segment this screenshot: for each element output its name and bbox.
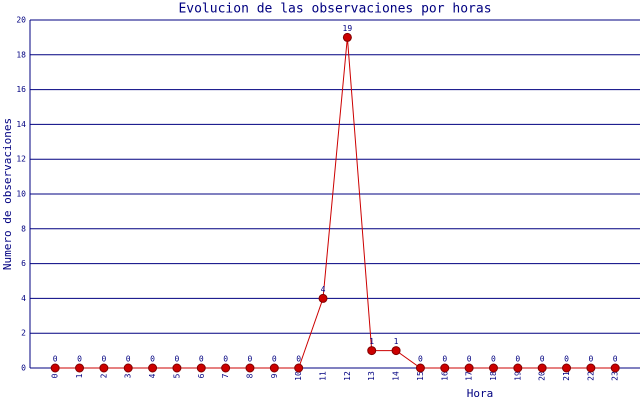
- x-tick-label: 10: [294, 371, 303, 381]
- point: [294, 363, 304, 373]
- x-axis-label: Hora: [467, 387, 494, 400]
- data-label: 1: [394, 337, 399, 346]
- x-tick-label: 23: [611, 371, 620, 381]
- y-axis-label: Numero de observaciones: [1, 118, 14, 270]
- x-tick-label: 17: [465, 371, 474, 381]
- point: [586, 363, 596, 373]
- point: [562, 363, 572, 373]
- data-label: 0: [248, 355, 253, 364]
- data-label: 0: [442, 355, 447, 364]
- y-tick-label: 20: [16, 16, 26, 25]
- x-tick-label: 20: [538, 371, 547, 381]
- x-tick-label: 12: [343, 371, 352, 381]
- x-tick-label: 22: [586, 371, 595, 381]
- data-label: 0: [515, 355, 520, 364]
- point: [342, 32, 352, 42]
- x-tick-label: 7: [221, 373, 230, 378]
- data-label: 0: [272, 355, 277, 364]
- y-tick-label: 10: [16, 190, 26, 199]
- point: [464, 363, 474, 373]
- x-tick-label: 14: [392, 371, 401, 381]
- x-tick-label: 8: [245, 373, 254, 378]
- y-tick-label: 2: [21, 329, 26, 338]
- data-label: 0: [77, 355, 82, 364]
- y-tick-label: 12: [16, 155, 26, 164]
- point: [391, 346, 401, 356]
- data-label: 0: [540, 355, 545, 364]
- data-label: 0: [418, 355, 423, 364]
- point: [513, 363, 523, 373]
- point: [318, 293, 328, 303]
- x-tick-label: 0: [51, 373, 60, 378]
- data-label: 0: [223, 355, 228, 364]
- x-tick-label: 9: [270, 373, 279, 378]
- data-label: 0: [126, 355, 131, 364]
- point: [196, 363, 206, 373]
- x-tick-label: 3: [124, 373, 133, 378]
- x-tick-label: 5: [172, 373, 181, 378]
- data-label: 0: [296, 355, 301, 364]
- data-label: 0: [467, 355, 472, 364]
- data-label: 4: [321, 285, 326, 294]
- point: [367, 346, 377, 356]
- data-label: 0: [613, 355, 618, 364]
- data-label: 0: [150, 355, 155, 364]
- y-tick-label: 0: [21, 364, 26, 373]
- y-tick-label: 18: [16, 50, 26, 59]
- chart-title: Evolucion de las observaciones por horas: [178, 2, 491, 17]
- point: [172, 363, 182, 373]
- y-tick-label: 8: [21, 224, 26, 233]
- point: [75, 363, 85, 373]
- x-tick-label: 11: [319, 371, 328, 381]
- point: [415, 363, 425, 373]
- y-tick-label: 14: [16, 120, 26, 129]
- point: [99, 363, 109, 373]
- point: [440, 363, 450, 373]
- point: [221, 363, 231, 373]
- point: [123, 363, 133, 373]
- data-label: 0: [491, 355, 496, 364]
- data-label: 19: [343, 24, 353, 33]
- y-tick-label: 4: [21, 294, 26, 303]
- point: [269, 363, 279, 373]
- point: [488, 363, 498, 373]
- x-tick-label: 19: [513, 371, 522, 381]
- x-tick-label: 2: [99, 373, 108, 378]
- point: [50, 363, 60, 373]
- data-label: 0: [564, 355, 569, 364]
- data-label: 0: [588, 355, 593, 364]
- x-tick-label: 18: [489, 371, 498, 381]
- point: [245, 363, 255, 373]
- data-label: 0: [53, 355, 58, 364]
- point: [148, 363, 158, 373]
- data-label: 0: [175, 355, 180, 364]
- x-tick-label: 13: [367, 371, 376, 381]
- point: [537, 363, 547, 373]
- point: [610, 363, 620, 373]
- data-label: 0: [101, 355, 106, 364]
- x-tick-label: 16: [440, 371, 449, 381]
- data-label: 1: [369, 337, 374, 346]
- x-tick-label: 4: [148, 373, 157, 378]
- x-tick-label: 6: [197, 373, 206, 378]
- y-tick-label: 16: [16, 85, 26, 94]
- y-tick-label: 6: [21, 259, 26, 268]
- data-label: 0: [199, 355, 204, 364]
- x-tick-label: 1: [75, 373, 84, 378]
- x-tick-label: 15: [416, 371, 425, 381]
- x-tick-label: 21: [562, 371, 571, 381]
